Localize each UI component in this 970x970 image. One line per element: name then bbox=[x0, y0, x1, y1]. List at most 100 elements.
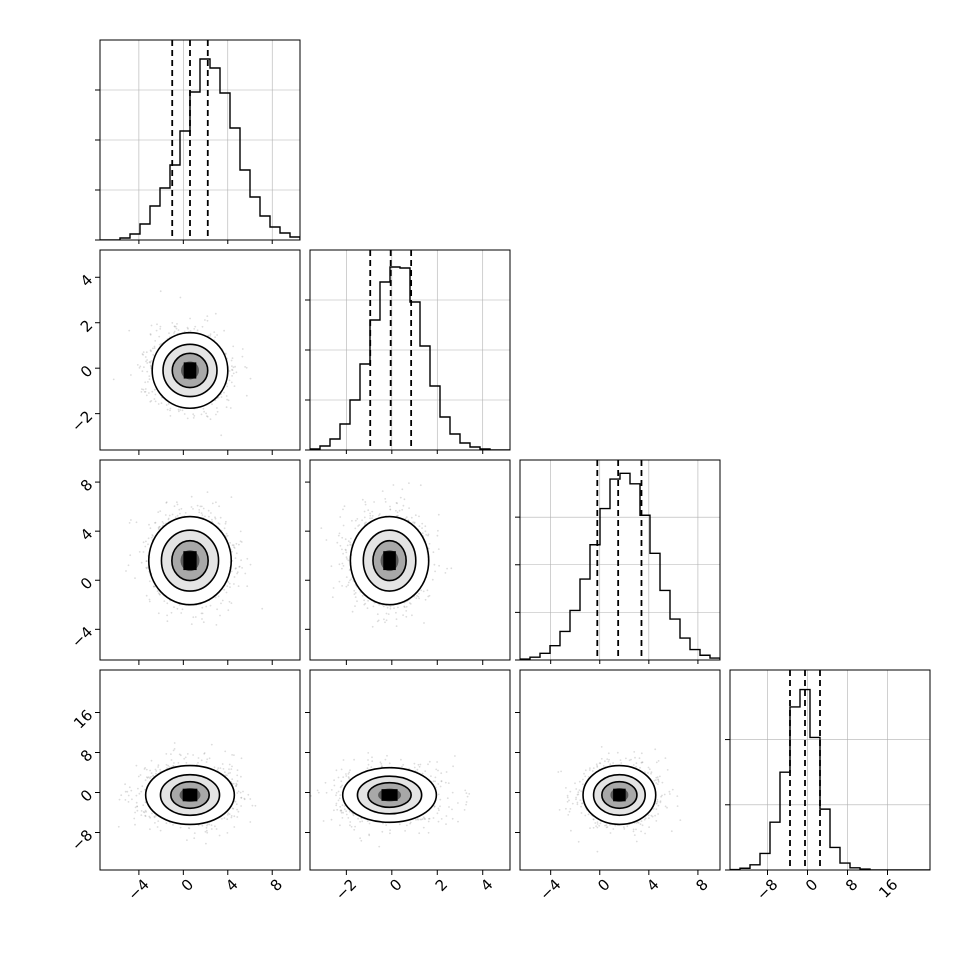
scatter-point bbox=[393, 607, 395, 610]
scatter-point bbox=[147, 537, 150, 540]
scatter-point bbox=[174, 325, 177, 328]
scatter-point bbox=[145, 394, 148, 397]
scatter-point bbox=[190, 506, 193, 508]
scatter-point bbox=[241, 355, 244, 358]
scatter-point bbox=[192, 508, 194, 510]
scatter-point bbox=[210, 512, 212, 514]
scatter-point bbox=[232, 372, 235, 375]
histogram-steps bbox=[730, 688, 930, 870]
scatter-point bbox=[112, 378, 115, 381]
scatter-point bbox=[238, 543, 240, 546]
scatter-point bbox=[383, 618, 385, 621]
scatter-point bbox=[353, 593, 356, 595]
scatter-point bbox=[147, 776, 150, 778]
scatter-point bbox=[345, 549, 347, 551]
scatter-point bbox=[156, 590, 159, 593]
scatter-point bbox=[231, 754, 234, 756]
scatter-point bbox=[395, 509, 397, 512]
scatter-point bbox=[229, 542, 232, 544]
scatter-point bbox=[339, 516, 342, 518]
scatter-point bbox=[203, 410, 206, 413]
scatter-point bbox=[403, 498, 406, 501]
scatter-point bbox=[239, 540, 242, 543]
scatter-point bbox=[197, 757, 200, 759]
scatter-point bbox=[231, 375, 234, 377]
scatter-point bbox=[320, 527, 323, 529]
scatter-point bbox=[133, 817, 136, 820]
scatter-point bbox=[170, 759, 173, 761]
scatter-point bbox=[154, 393, 157, 396]
scatter-point bbox=[146, 370, 149, 373]
panel-content bbox=[117, 742, 257, 845]
scatter-point bbox=[157, 612, 160, 615]
scatter-point bbox=[363, 522, 366, 525]
scatter-point bbox=[231, 765, 233, 768]
scatter-point bbox=[226, 774, 228, 777]
scatter-point bbox=[232, 345, 235, 348]
scatter-point bbox=[162, 522, 165, 525]
scatter-point bbox=[166, 408, 169, 411]
scatter-point bbox=[148, 580, 151, 583]
scatter-point bbox=[409, 603, 412, 605]
scatter-point bbox=[353, 589, 356, 592]
scatter-point bbox=[138, 367, 141, 369]
scatter-point bbox=[228, 600, 231, 603]
scatter-point bbox=[341, 536, 344, 539]
scatter-point bbox=[240, 757, 243, 760]
scatter-point bbox=[228, 582, 231, 585]
scatter-point bbox=[192, 754, 195, 756]
scatter-point bbox=[193, 328, 196, 330]
scatter-point bbox=[246, 585, 249, 588]
scatter-point bbox=[412, 521, 414, 524]
scatter-point bbox=[153, 347, 156, 349]
scatter-point bbox=[217, 522, 220, 525]
scatter-point bbox=[219, 516, 222, 519]
scatter-point bbox=[341, 548, 343, 551]
scatter-point bbox=[202, 621, 205, 624]
scatter-point bbox=[150, 324, 153, 327]
scatter-point bbox=[216, 407, 218, 409]
scatter-point bbox=[216, 608, 219, 611]
scatter-point bbox=[235, 371, 238, 374]
contour-line-1 bbox=[162, 343, 218, 398]
scatter-point bbox=[137, 775, 140, 778]
scatter-point bbox=[432, 551, 435, 554]
scatter-point bbox=[403, 606, 406, 608]
scatter-point bbox=[168, 332, 170, 335]
scatter-point bbox=[233, 826, 236, 828]
scatter-point bbox=[338, 580, 341, 583]
scatter-point bbox=[202, 507, 205, 510]
scatter-point bbox=[148, 361, 151, 364]
scatter-point bbox=[153, 585, 155, 588]
scatter-point bbox=[235, 785, 237, 788]
scatter-point bbox=[144, 388, 147, 390]
scatter-point bbox=[231, 544, 234, 546]
scatter-point bbox=[225, 532, 228, 535]
scatter-point bbox=[148, 523, 150, 526]
scatter-point bbox=[159, 510, 162, 512]
scatter-point bbox=[175, 327, 178, 330]
scatter-point bbox=[144, 814, 147, 817]
scatter-point bbox=[193, 832, 196, 834]
scatter-point bbox=[349, 543, 352, 546]
scatter-point bbox=[207, 334, 210, 337]
scatter-point bbox=[220, 396, 223, 398]
scatter-point bbox=[418, 592, 420, 595]
scatter-point bbox=[148, 392, 150, 394]
scatter-point bbox=[235, 552, 238, 555]
scatter-point bbox=[166, 602, 169, 605]
scatter-point bbox=[361, 498, 364, 501]
scatter-point bbox=[354, 605, 356, 607]
scatter-point bbox=[232, 366, 235, 369]
scatter-point bbox=[208, 515, 210, 518]
scatter-point bbox=[176, 514, 179, 517]
scatter-point bbox=[149, 361, 152, 364]
scatter-point bbox=[127, 564, 130, 567]
panel-frame bbox=[309, 249, 511, 451]
scatter-point bbox=[206, 319, 209, 322]
scatter-point bbox=[149, 364, 152, 367]
scatter-point bbox=[153, 388, 156, 391]
scatter-point bbox=[158, 593, 161, 595]
scatter-point bbox=[183, 330, 186, 333]
scatter-point bbox=[378, 513, 381, 515]
